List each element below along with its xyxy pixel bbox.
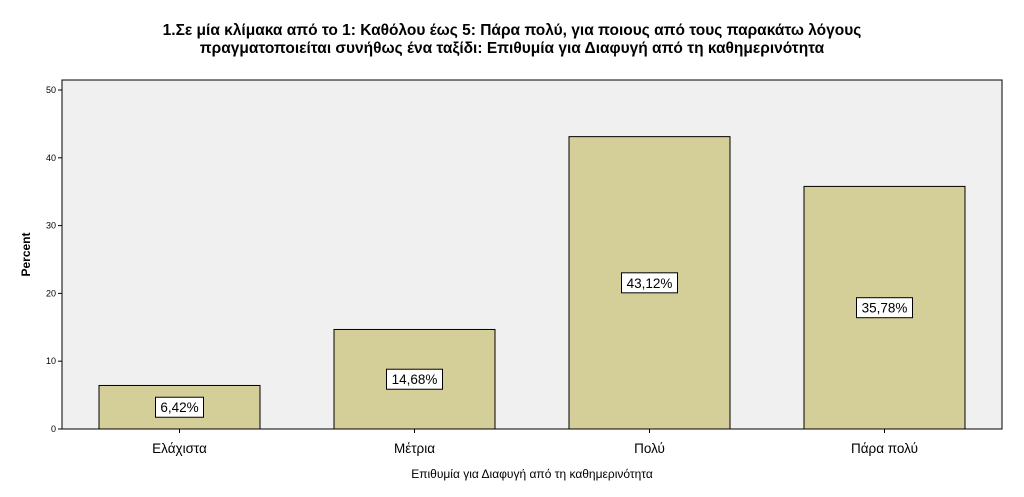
- x-tick-label: Πάρα πολύ: [851, 441, 918, 456]
- chart-title-line-2: πραγματοποιείται συνήθως ένα ταξίδι: Επι…: [199, 40, 825, 57]
- data-label-box: [856, 297, 913, 319]
- y-tick-label: 20: [46, 288, 56, 298]
- data-label: 43,12%: [627, 276, 673, 291]
- x-tick-label: Ελάχιστα: [152, 441, 207, 456]
- bar: [568, 136, 731, 430]
- y-tick-label: 0: [51, 424, 56, 434]
- y-tick-label: 40: [46, 153, 56, 163]
- data-label: 6,42%: [160, 400, 198, 415]
- x-tick-label: Μέτρια: [394, 441, 435, 456]
- data-label: 35,78%: [862, 301, 908, 316]
- y-axis: 0 10 20 30 40 50: [46, 85, 62, 434]
- x-axis: Ελάχιστα Μέτρια Πολύ Πάρα πολύ: [152, 429, 918, 456]
- y-tick-label: 50: [46, 85, 56, 95]
- y-tick-label: 10: [46, 356, 56, 366]
- x-tick-label: Πολύ: [634, 441, 665, 456]
- chart-title: 1.Σε μία κλίμακα από το 1: Καθόλου έως 5…: [0, 22, 1024, 58]
- data-labels-group: 6,42% 14,68% 43,12% 35,78%: [155, 272, 913, 418]
- data-label: 14,68%: [392, 372, 438, 387]
- data-label-box: [155, 396, 204, 418]
- chart-title-line-1: 1.Σε μία κλίμακα από το 1: Καθόλου έως 5…: [162, 22, 862, 39]
- y-axis-title: Percent: [19, 232, 33, 276]
- data-label-box: [386, 368, 443, 390]
- x-axis-title: Επιθυμία για Διαφυγή από τη καθημερινότη…: [411, 467, 653, 481]
- y-tick-label: 30: [46, 221, 56, 231]
- data-label-box: [621, 272, 678, 294]
